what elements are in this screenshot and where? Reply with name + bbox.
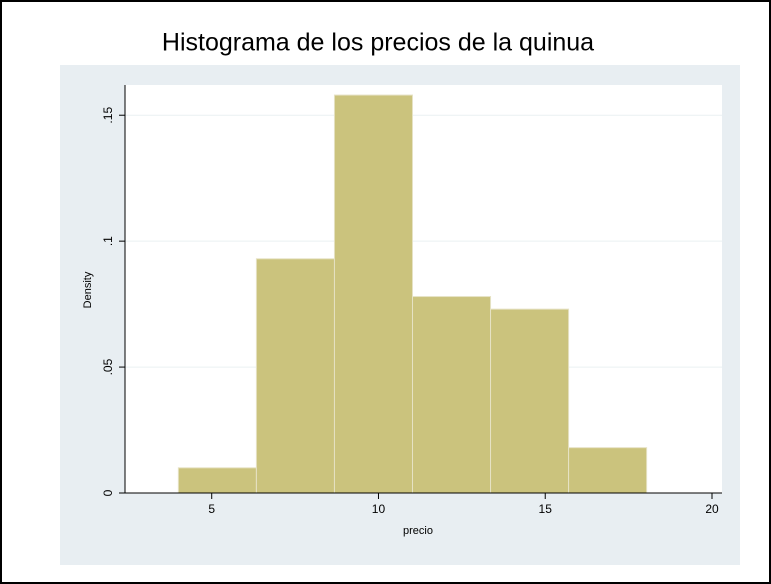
y-tick-label: 0 (101, 489, 115, 496)
bar (333, 94, 413, 494)
bar (490, 308, 570, 494)
x-axis-label: precio (403, 525, 433, 537)
bar (568, 447, 648, 494)
x-tick-label: 5 (208, 502, 215, 516)
y-tick-label: .05 (101, 358, 115, 375)
y-tick-label: .1 (101, 236, 115, 246)
x-tick-label: 20 (705, 502, 719, 516)
x-tick-label: 10 (372, 502, 386, 516)
y-tick-label: .15 (101, 107, 115, 124)
y-axis-label: Density (82, 271, 94, 308)
x-tick-label: 15 (539, 502, 553, 516)
chart-title: Histograma de los precios de la quinua (162, 29, 594, 57)
bar (411, 296, 492, 494)
bar (255, 258, 335, 494)
bar (177, 467, 257, 494)
